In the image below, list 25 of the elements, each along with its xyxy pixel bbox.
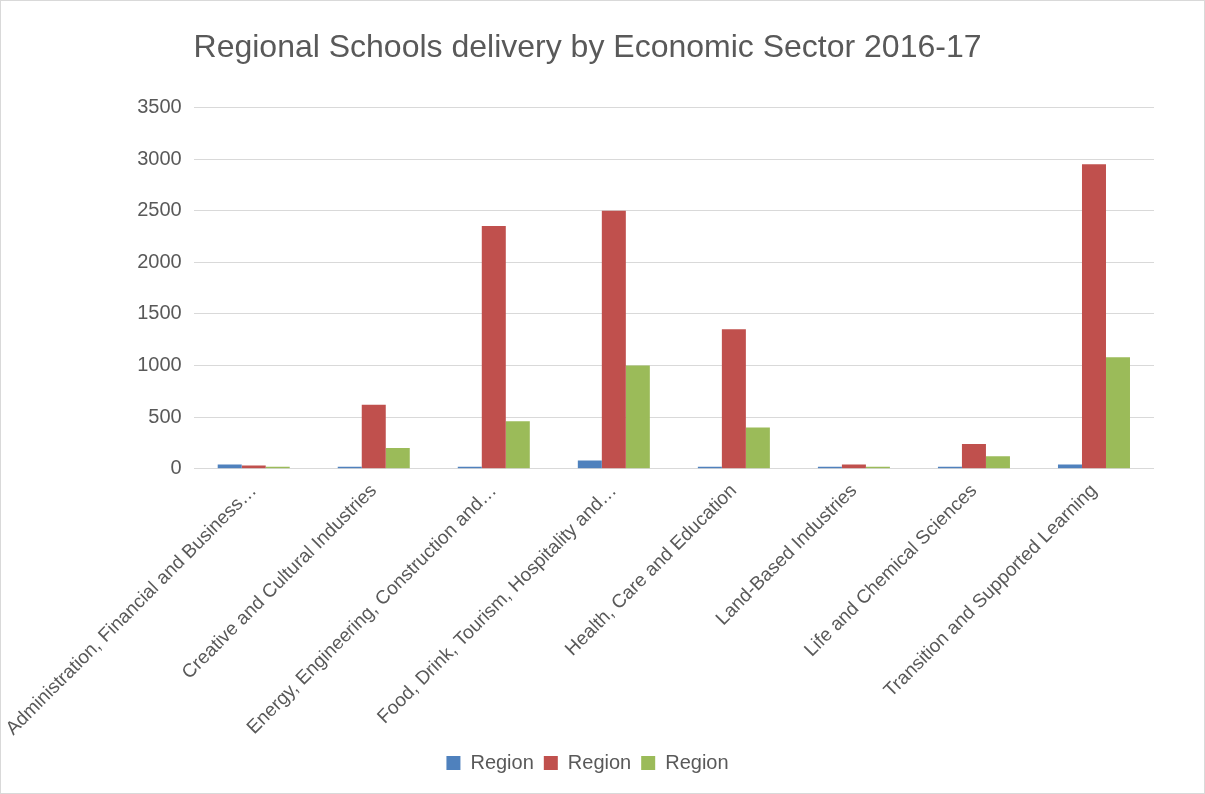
bar bbox=[721, 329, 746, 469]
bar bbox=[1081, 164, 1106, 469]
bar bbox=[385, 448, 410, 469]
bar bbox=[625, 365, 650, 469]
y-tick-label: 500 bbox=[148, 404, 182, 427]
y-tick-label: 1000 bbox=[137, 352, 182, 375]
bar bbox=[601, 210, 626, 469]
y-tick-label: 0 bbox=[170, 456, 182, 479]
bar bbox=[985, 456, 1010, 469]
bar bbox=[505, 421, 530, 469]
legend-label: Region bbox=[470, 750, 534, 773]
legend-label: Region bbox=[665, 750, 729, 773]
y-tick-label: 3000 bbox=[137, 146, 182, 169]
bar bbox=[361, 404, 386, 469]
bar bbox=[1105, 357, 1130, 469]
y-tick-label: 1500 bbox=[137, 301, 182, 324]
y-tick-label: 2000 bbox=[137, 249, 182, 272]
bar bbox=[961, 443, 986, 469]
y-tick-label: 3500 bbox=[137, 94, 182, 117]
bar bbox=[481, 226, 506, 469]
legend-label: Region bbox=[567, 750, 632, 773]
y-tick-label: 2500 bbox=[137, 198, 182, 221]
bar bbox=[577, 460, 602, 469]
chart-title: Regional Schools delivery by Economic Sector 2016-17 bbox=[193, 28, 982, 65]
bar bbox=[745, 427, 770, 469]
